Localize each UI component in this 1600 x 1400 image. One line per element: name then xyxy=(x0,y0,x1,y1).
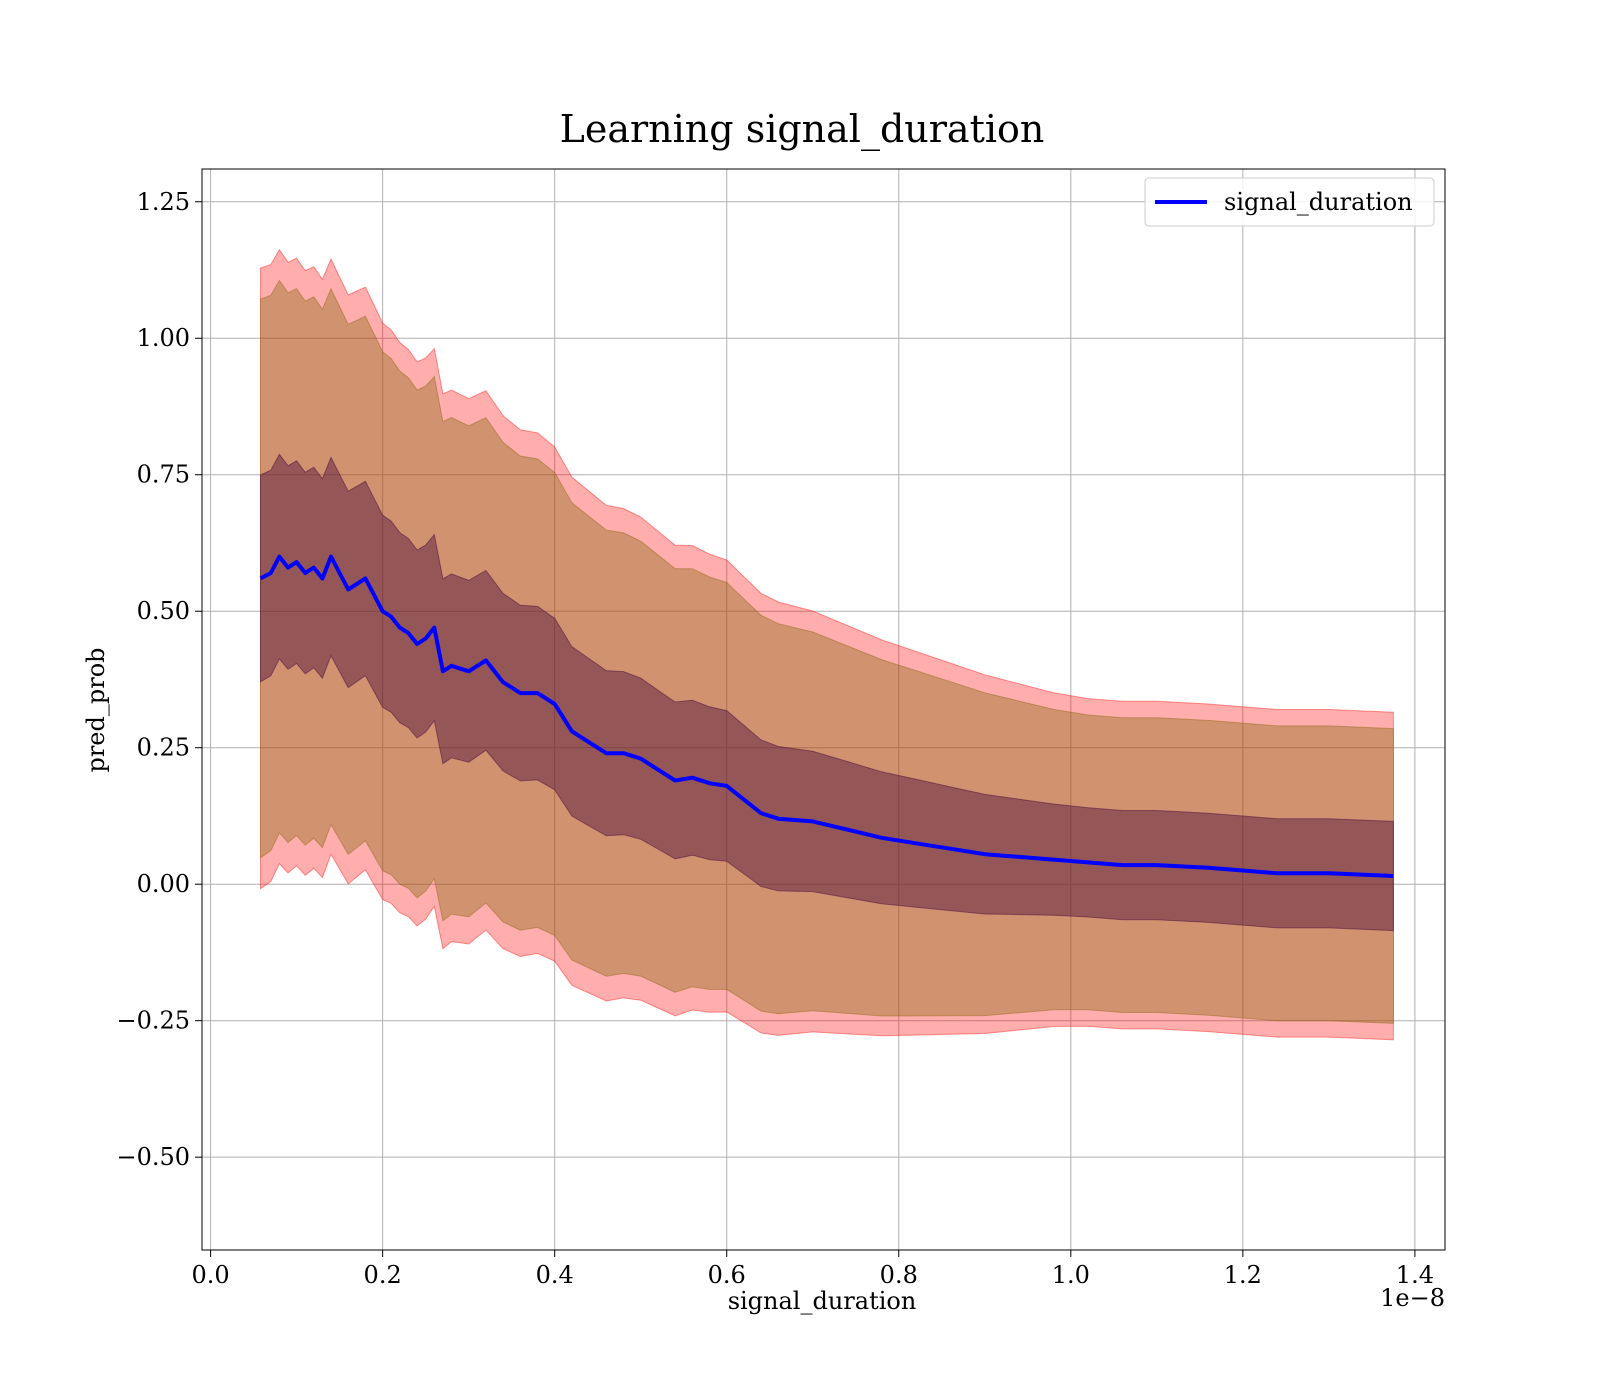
plot-frame xyxy=(201,168,1446,1251)
x-tick-label: 0.2 xyxy=(364,1261,402,1289)
band-inner xyxy=(260,453,1394,932)
legend-box xyxy=(1144,177,1435,227)
y-tick-label: 0.00 xyxy=(137,870,190,898)
series-line-signal-duration xyxy=(259,554,1394,878)
y-tick-label: 1.00 xyxy=(137,324,190,352)
y-tick-label: 0.50 xyxy=(137,597,190,625)
y-tick-label: −0.50 xyxy=(116,1143,190,1171)
chart-title: Learning signal_duration xyxy=(560,107,1045,152)
y-tick-label: 1.25 xyxy=(137,188,190,216)
y-tick-label: 0.75 xyxy=(137,461,190,489)
y-tick-label: 0.25 xyxy=(137,734,190,762)
x-tick-label: 0.6 xyxy=(708,1261,746,1289)
y-axis-ticks: 1.25 1.00 0.75 0.50 0.25 0.00 −0.25 −0.50 xyxy=(116,188,202,1171)
x-tick-label: 0.8 xyxy=(880,1261,918,1289)
uncertainty-bands xyxy=(260,248,1394,1041)
x-axis-ticks: 0.0 0.2 0.4 0.6 0.8 1.0 1.2 1.4 xyxy=(192,1250,1434,1289)
x-axis-offset-text: 1e−8 xyxy=(1380,1284,1445,1312)
y-axis-label: pred_prob xyxy=(82,647,110,772)
band-outer xyxy=(260,248,1394,1041)
x-tick-label: 1.4 xyxy=(1396,1261,1434,1289)
x-tick-label: 1.0 xyxy=(1052,1261,1090,1289)
grid-lines xyxy=(202,169,1445,1250)
y-tick-label: −0.25 xyxy=(116,1007,190,1035)
legend-label: signal_duration xyxy=(1224,188,1413,216)
band-middle xyxy=(260,279,1394,1024)
x-axis-label: signal_duration xyxy=(728,1287,917,1315)
x-tick-label: 0.0 xyxy=(192,1261,230,1289)
series-lines xyxy=(259,554,1394,878)
x-tick-label: 0.4 xyxy=(536,1261,574,1289)
x-tick-label: 1.2 xyxy=(1224,1261,1262,1289)
legend: signal_duration xyxy=(1144,177,1435,227)
